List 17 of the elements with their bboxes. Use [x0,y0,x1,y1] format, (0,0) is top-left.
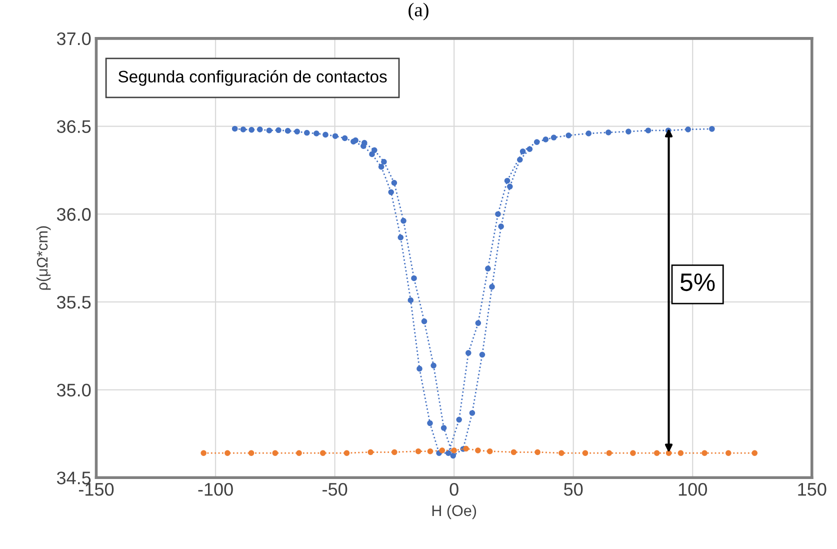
y-tick-label: 37.0 [56,32,91,46]
x-tick-label: -100 [198,482,233,496]
x-tick-label: -50 [322,482,348,496]
y-tick-label: 35.5 [56,296,91,309]
annotation: 5% [680,274,715,292]
x-tick-label: 0 [450,482,458,496]
y-tick-label: 35.0 [56,384,91,397]
annotation: Segunda configuración de contactos [118,70,387,86]
chart-title: (a) [408,2,428,20]
x-tick-label: 100 [678,482,707,496]
x-tick-label: 150 [798,482,826,496]
y-tick-label: 36.5 [56,120,91,133]
y-tick-label: 36.0 [56,208,91,221]
y-tick-label: 34.5 [56,472,91,484]
x-tick-label: 50 [564,482,583,496]
y-axis-title: ρ(μΩ*cm) [36,226,51,290]
x-axis-title: H (Oe) [432,504,476,520]
